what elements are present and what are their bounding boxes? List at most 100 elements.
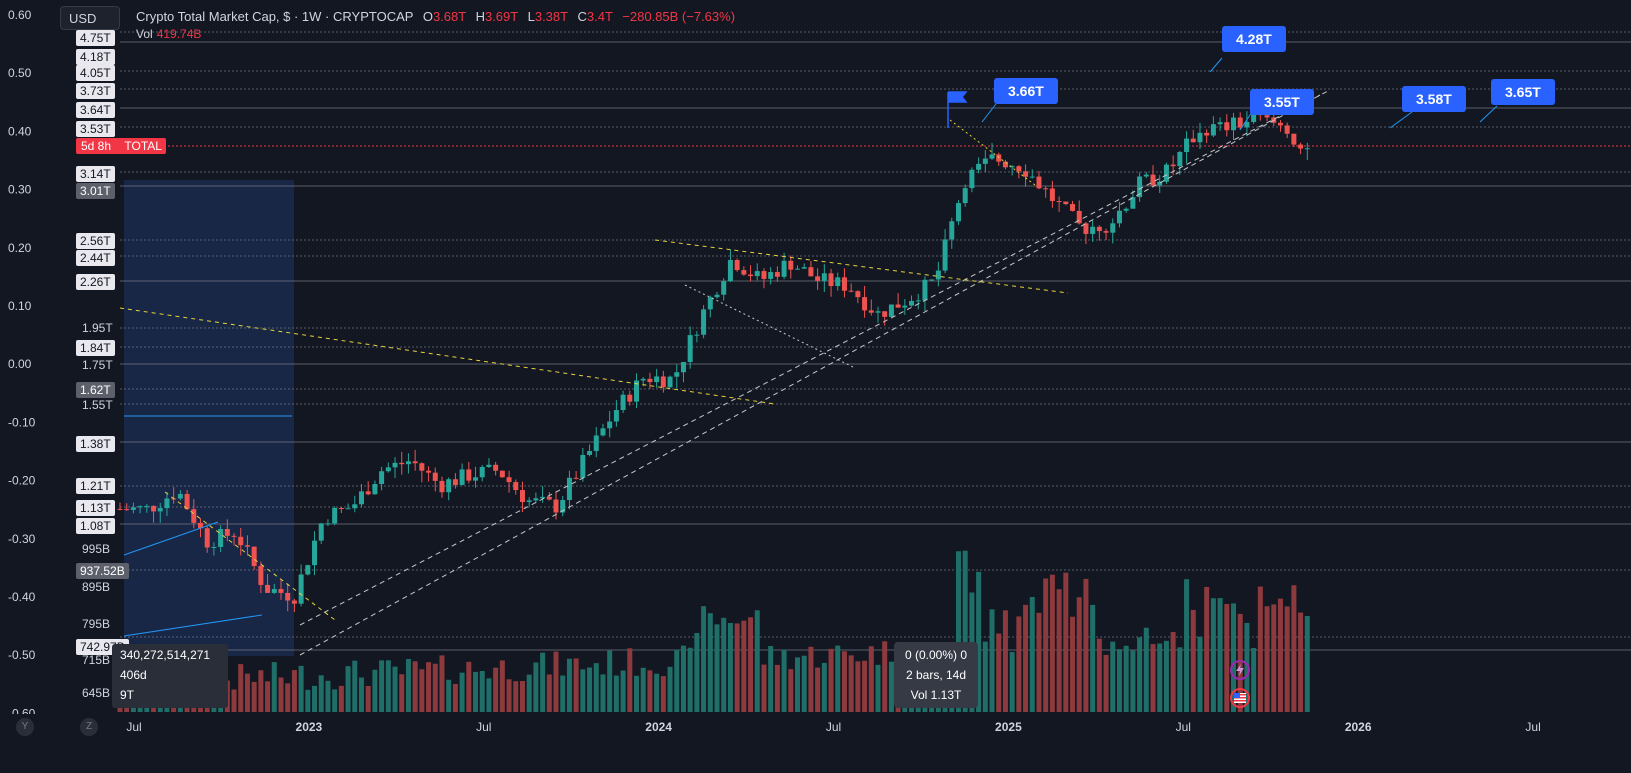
candle-body[interactable] (942, 239, 948, 271)
candle-body[interactable] (1110, 223, 1116, 233)
candle-body[interactable] (124, 509, 130, 511)
candle-body[interactable] (318, 523, 324, 541)
candle-body[interactable] (479, 466, 485, 478)
candle-body[interactable] (929, 279, 935, 281)
candle-body[interactable] (1023, 171, 1029, 177)
candle-body[interactable] (499, 470, 505, 478)
candle-body[interactable] (848, 290, 854, 292)
candle-body[interactable] (727, 260, 733, 282)
candle-body[interactable] (540, 496, 546, 499)
candle-body[interactable] (446, 479, 452, 493)
candle-body[interactable] (332, 508, 338, 524)
candle-body[interactable] (1143, 174, 1149, 177)
candle-body[interactable] (271, 588, 277, 593)
candle-body[interactable] (1103, 231, 1109, 233)
candle-body[interactable] (634, 380, 640, 402)
candle-body[interactable] (1170, 164, 1176, 167)
candle-body[interactable] (291, 600, 297, 604)
candle-body[interactable] (855, 291, 861, 298)
candle-body[interactable] (915, 300, 921, 302)
candle-body[interactable] (526, 500, 532, 503)
candle-body[interactable] (305, 565, 311, 575)
candle-body[interactable] (1090, 226, 1096, 234)
candle-body[interactable] (1002, 161, 1008, 168)
candle-body[interactable] (231, 535, 237, 537)
candle-body[interactable] (211, 546, 217, 548)
candle-body[interactable] (426, 470, 432, 473)
candle-body[interactable] (1204, 132, 1210, 136)
candle-body[interactable] (593, 435, 599, 451)
candle-body[interactable] (821, 273, 827, 281)
candle-body[interactable] (519, 490, 525, 503)
candle-body[interactable] (1190, 138, 1196, 143)
candle-body[interactable] (405, 461, 411, 465)
candle-body[interactable] (1298, 144, 1304, 149)
candle-body[interactable] (701, 309, 707, 335)
callout-3-55t[interactable]: 3.55T (1250, 89, 1314, 115)
candle-body[interactable] (969, 169, 975, 189)
candle-body[interactable] (815, 276, 821, 281)
candle-body[interactable] (1056, 200, 1062, 202)
candle-body[interactable] (466, 469, 472, 481)
lower-channel-line[interactable] (299, 94, 1321, 656)
candle-body[interactable] (748, 274, 754, 277)
candle-body[interactable] (1123, 208, 1129, 211)
candle-body[interactable] (137, 506, 143, 508)
candle-body[interactable] (613, 410, 619, 422)
candle-body[interactable] (794, 268, 800, 270)
candle-body[interactable] (1036, 176, 1042, 189)
candle-body[interactable] (862, 297, 868, 311)
candle-body[interactable] (1284, 125, 1290, 134)
candle-body[interactable] (352, 504, 358, 509)
candle-body[interactable] (204, 528, 210, 548)
candle-body[interactable] (298, 574, 304, 604)
candle-body[interactable] (1116, 210, 1122, 224)
candle-body[interactable] (996, 154, 1002, 162)
flag-icon[interactable] (947, 91, 968, 128)
candle-body[interactable] (244, 545, 250, 547)
candle-body[interactable] (1063, 201, 1069, 205)
candle-body[interactable] (573, 477, 579, 479)
callout-3-66t[interactable]: 3.66T (994, 78, 1058, 104)
candle-body[interactable] (506, 477, 512, 483)
candle-body[interactable] (654, 376, 660, 383)
candle-body[interactable] (868, 310, 874, 313)
candle-body[interactable] (1157, 181, 1163, 186)
candle-body[interactable] (486, 464, 492, 467)
candle-body[interactable] (459, 469, 465, 485)
candle-body[interactable] (774, 272, 780, 277)
candle-body[interactable] (680, 361, 686, 373)
blue-arrow-line-1[interactable] (123, 521, 219, 556)
candle-body[interactable] (1217, 122, 1223, 125)
candle-body[interactable] (358, 491, 364, 505)
callout-3-65t[interactable]: 3.65T (1491, 79, 1555, 105)
candle-body[interactable] (835, 277, 841, 287)
candle-body[interactable] (1016, 166, 1022, 172)
candle-body[interactable] (553, 499, 559, 513)
candle-body[interactable] (439, 480, 445, 493)
candle-body[interactable] (902, 305, 908, 308)
candle-body[interactable] (922, 279, 928, 301)
candle-body[interactable] (640, 378, 646, 381)
candle-body[interactable] (1083, 223, 1089, 234)
candle-body[interactable] (781, 260, 787, 277)
candle-body[interactable] (647, 378, 653, 383)
yellow-trend-line-1[interactable] (119, 307, 776, 405)
candle-body[interactable] (345, 508, 351, 510)
candle-body[interactable] (1264, 115, 1270, 118)
candle-body[interactable] (218, 528, 224, 547)
candle-body[interactable] (687, 335, 693, 362)
candle-body[interactable] (660, 376, 666, 388)
currency-selector[interactable]: USD (60, 6, 120, 30)
candle-body[interactable] (258, 566, 264, 585)
candle-body[interactable] (560, 500, 566, 513)
callout-4-28t[interactable]: 4.28T (1222, 26, 1286, 52)
upper-channel-line[interactable] (299, 89, 1331, 626)
candle-body[interactable] (955, 203, 961, 222)
candle-body[interactable] (982, 158, 988, 164)
candle-body[interactable] (385, 467, 391, 472)
y-axis-button[interactable]: Y (16, 718, 34, 736)
yellow-trend-line-2[interactable] (654, 239, 1069, 294)
candle-body[interactable] (1029, 176, 1035, 178)
